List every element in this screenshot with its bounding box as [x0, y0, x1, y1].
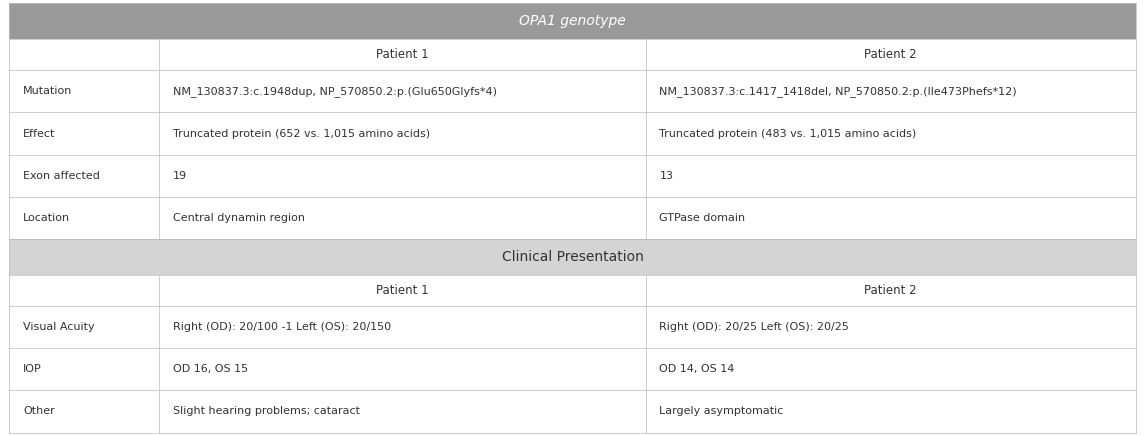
Text: Patient 2: Patient 2 — [864, 48, 917, 61]
Text: Clinical Presentation: Clinical Presentation — [502, 250, 643, 264]
Bar — [9, 275, 159, 306]
Bar — [9, 3, 1136, 39]
Text: 13: 13 — [660, 171, 673, 181]
Text: Truncated protein (652 vs. 1,015 amino acids): Truncated protein (652 vs. 1,015 amino a… — [173, 129, 429, 139]
Bar — [9, 348, 159, 390]
Text: Visual Acuity: Visual Acuity — [23, 322, 95, 332]
Bar — [159, 155, 646, 197]
Text: Right (OD): 20/100 -1 Left (OS): 20/150: Right (OD): 20/100 -1 Left (OS): 20/150 — [173, 322, 390, 332]
Text: Location: Location — [23, 213, 70, 223]
Bar — [646, 348, 1136, 390]
Text: Mutation: Mutation — [23, 86, 72, 96]
Bar — [9, 239, 1136, 275]
Bar — [9, 112, 159, 155]
Text: Truncated protein (483 vs. 1,015 amino acids): Truncated protein (483 vs. 1,015 amino a… — [660, 129, 917, 139]
Text: Patient 1: Patient 1 — [376, 48, 428, 61]
Text: Other: Other — [23, 406, 55, 416]
Text: GTPase domain: GTPase domain — [660, 213, 745, 223]
Bar — [9, 39, 159, 70]
Bar — [646, 306, 1136, 348]
Bar — [646, 390, 1136, 433]
Text: NM_130837.3:c.1948dup, NP_570850.2:p.(Glu650Glyfs*4): NM_130837.3:c.1948dup, NP_570850.2:p.(Gl… — [173, 86, 497, 97]
Bar — [646, 112, 1136, 155]
Text: Largely asymptomatic: Largely asymptomatic — [660, 406, 784, 416]
Text: NM_130837.3:c.1417_1418del, NP_570850.2:p.(Ile473Phefs*12): NM_130837.3:c.1417_1418del, NP_570850.2:… — [660, 86, 1017, 97]
Bar — [646, 155, 1136, 197]
Bar — [159, 390, 646, 433]
Bar — [646, 70, 1136, 112]
Bar — [9, 155, 159, 197]
Bar — [159, 112, 646, 155]
Bar — [646, 39, 1136, 70]
Text: OD 14, OS 14: OD 14, OS 14 — [660, 364, 735, 374]
Bar — [646, 275, 1136, 306]
Bar — [159, 197, 646, 239]
Bar — [9, 390, 159, 433]
Text: Patient 2: Patient 2 — [864, 284, 917, 297]
Bar — [9, 306, 159, 348]
Bar — [159, 348, 646, 390]
Text: Central dynamin region: Central dynamin region — [173, 213, 305, 223]
Bar — [159, 70, 646, 112]
Bar — [9, 70, 159, 112]
Text: Exon affected: Exon affected — [23, 171, 100, 181]
Bar — [9, 197, 159, 239]
Bar — [159, 306, 646, 348]
Text: OPA1 genotype: OPA1 genotype — [519, 14, 626, 28]
Bar — [159, 275, 646, 306]
Text: Effect: Effect — [23, 129, 55, 139]
Text: Patient 1: Patient 1 — [376, 284, 428, 297]
Text: 19: 19 — [173, 171, 187, 181]
Text: IOP: IOP — [23, 364, 41, 374]
Bar — [646, 197, 1136, 239]
Bar — [159, 39, 646, 70]
Text: OD 16, OS 15: OD 16, OS 15 — [173, 364, 247, 374]
Text: Right (OD): 20/25 Left (OS): 20/25: Right (OD): 20/25 Left (OS): 20/25 — [660, 322, 850, 332]
Text: Slight hearing problems; cataract: Slight hearing problems; cataract — [173, 406, 360, 416]
